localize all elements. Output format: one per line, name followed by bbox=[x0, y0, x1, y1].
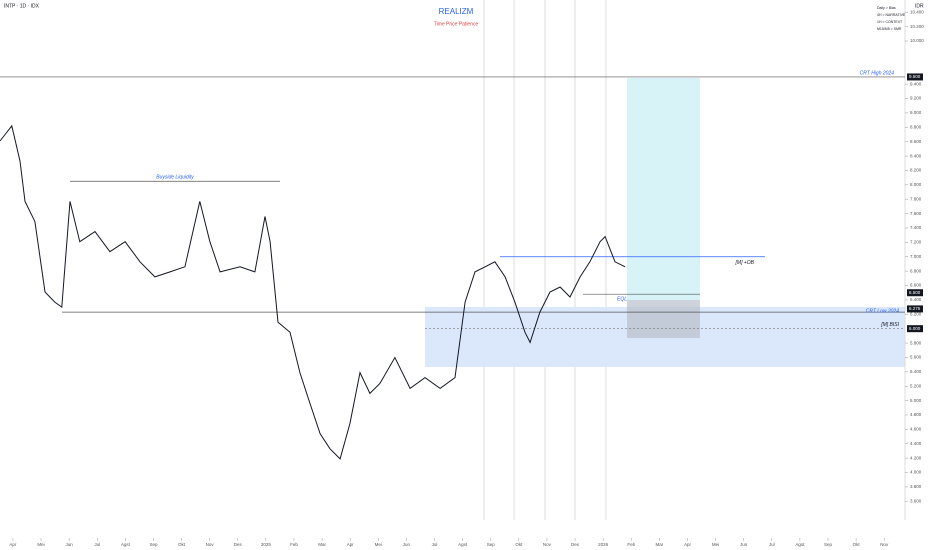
chart-subtitle: Time Price Patience bbox=[434, 21, 479, 27]
y-tick-label: 7.600 bbox=[910, 211, 922, 216]
x-tick-label: Sep bbox=[487, 542, 496, 547]
x-tick-label: Jul bbox=[94, 542, 100, 547]
y-tick-label: 8.000 bbox=[910, 182, 922, 187]
y-tick-label: 7.200 bbox=[910, 240, 922, 245]
y-tick-label: 5.200 bbox=[910, 383, 922, 388]
x-tick-label: Agst bbox=[795, 542, 805, 547]
note: M15/M5 > SMR bbox=[877, 27, 902, 31]
y-tick-label: 10.200 bbox=[910, 24, 924, 29]
x-tick-label: Nov bbox=[880, 542, 889, 547]
x-tick-label: Agst bbox=[121, 542, 131, 547]
y-tick-label: 9.200 bbox=[910, 96, 922, 101]
y-tick-label: 5.400 bbox=[910, 369, 922, 374]
note: Daily > Bias bbox=[877, 6, 896, 10]
y-tick-label: 5.000 bbox=[910, 398, 922, 403]
x-tick-label: Mar bbox=[318, 542, 326, 547]
price-line bbox=[0, 124, 626, 460]
chart-title: REALIZM bbox=[439, 7, 474, 16]
x-tick-label: 2026 bbox=[598, 542, 609, 547]
x-tick-label: Jun bbox=[66, 542, 74, 547]
y-tick-label: 4.400 bbox=[910, 441, 922, 446]
note: 4H > NARRATIVE bbox=[877, 13, 906, 17]
y-tick-label: 7.400 bbox=[910, 225, 922, 230]
y-tick-label: 6.200 bbox=[910, 311, 922, 316]
price-tag bbox=[907, 305, 923, 313]
x-tick-label: Jul bbox=[432, 542, 438, 547]
x-tick-label: Okt bbox=[178, 542, 186, 547]
x-tick-label: Jun bbox=[740, 542, 748, 547]
x-tick-label: Mei bbox=[375, 542, 382, 547]
x-tick-label: Nov bbox=[206, 542, 215, 547]
y-tick-label: 7.000 bbox=[910, 254, 922, 259]
price-tag bbox=[907, 73, 923, 81]
x-tick-label: Sep bbox=[149, 542, 158, 547]
price-tag-label: 6.275 bbox=[909, 306, 921, 311]
y-tick-label: 8.400 bbox=[910, 153, 922, 158]
x-tick-label: Apr bbox=[347, 542, 355, 547]
x-tick-label: Feb bbox=[627, 542, 635, 547]
y-tick-label: 7.800 bbox=[910, 196, 922, 201]
x-tick-label: Des bbox=[234, 542, 243, 547]
x-tick-label: Okt bbox=[853, 542, 861, 547]
x-tick-label: Mei bbox=[712, 542, 719, 547]
price-tag bbox=[907, 289, 923, 297]
y-tick-label: 3.600 bbox=[910, 498, 922, 503]
x-tick-label: Jul bbox=[769, 542, 775, 547]
risk-zone bbox=[627, 300, 700, 338]
y-tick-label: 9.000 bbox=[910, 110, 922, 115]
y-tick-label: 9.400 bbox=[910, 81, 922, 86]
x-tick-label: Des bbox=[571, 542, 580, 547]
target-zone bbox=[627, 78, 700, 300]
y-tick-label: 6.800 bbox=[910, 268, 922, 273]
y-tick-label: 4.200 bbox=[910, 455, 922, 460]
y-tick-label: 4.000 bbox=[910, 470, 922, 475]
x-tick-label: Agst bbox=[458, 542, 468, 547]
x-tick-label: Jun bbox=[403, 542, 411, 547]
x-tick-label: Feb bbox=[290, 542, 298, 547]
y-tick-label: 8.600 bbox=[910, 139, 922, 144]
vertical-guides bbox=[483, 0, 607, 520]
x-tick-label: 2025 bbox=[261, 542, 272, 547]
y-tick-label: 8.800 bbox=[910, 124, 922, 129]
level-label: [M] +OB bbox=[735, 260, 755, 266]
y-tick-label: 4.600 bbox=[910, 427, 922, 432]
level-label: EQL bbox=[617, 296, 627, 302]
price-tag-label: 6.000 bbox=[909, 326, 921, 331]
y-tick-label: 10.000 bbox=[910, 38, 924, 43]
price-tag bbox=[907, 325, 923, 333]
y-tick-label: 6.400 bbox=[910, 297, 922, 302]
x-tick-label: Apr bbox=[684, 542, 692, 547]
y-tick-label: 5.800 bbox=[910, 340, 922, 345]
level-label: [M] BISI bbox=[880, 322, 899, 328]
price-tag-label: 9.500 bbox=[909, 74, 921, 79]
x-tick-label: Mar bbox=[655, 542, 663, 547]
price-tag-label: 6.500 bbox=[909, 290, 921, 295]
y-tick-label: 8.200 bbox=[910, 168, 922, 173]
note: 1H > CONTEXT bbox=[877, 20, 903, 24]
currency: IDR bbox=[915, 3, 924, 9]
level-label: Buyside Liquidity bbox=[156, 175, 194, 181]
y-tick-label: 10.400 bbox=[910, 9, 924, 14]
y-tick-label: 5.600 bbox=[910, 355, 922, 360]
y-tick-label: 4.800 bbox=[910, 412, 922, 417]
x-tick-label: Apr bbox=[9, 542, 17, 547]
x-tick-label: Sep bbox=[824, 542, 833, 547]
y-tick-label: 3.800 bbox=[910, 484, 922, 489]
y-tick-label: 6.600 bbox=[910, 283, 922, 288]
x-tick-label: Okt bbox=[515, 542, 523, 547]
level-label: CRT High 2024 bbox=[860, 70, 895, 76]
x-tick-label: Nov bbox=[543, 542, 552, 547]
x-tick-label: Mei bbox=[37, 542, 44, 547]
level-label: CRT Low 2024 bbox=[866, 308, 899, 314]
symbol: INTP · 1D · IDX bbox=[4, 3, 40, 9]
